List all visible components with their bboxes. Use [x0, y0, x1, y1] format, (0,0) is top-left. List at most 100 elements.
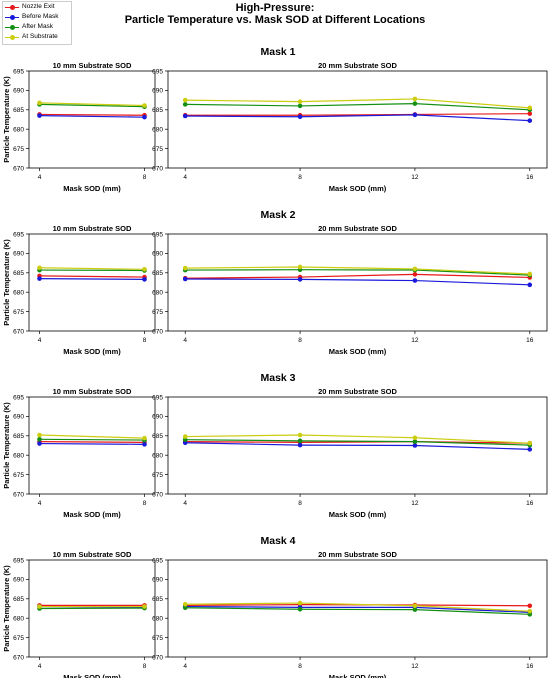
plot-frame [167, 233, 548, 332]
y-axis-label: Particle Temperature (K) [2, 565, 11, 652]
data-point-before-mask [182, 113, 188, 119]
data-point-at-substrate [182, 601, 188, 607]
data-point-at-substrate [142, 103, 147, 108]
y-axis-label: Particle Temperature (K) [2, 76, 11, 163]
x-tick-label: 4 [38, 174, 42, 181]
series-line-at-substrate [185, 98, 530, 109]
x-tick-label: 4 [183, 663, 187, 670]
data-point-at-substrate [182, 97, 188, 103]
y-tick-label: 690 [152, 414, 163, 421]
data-point-nozzle-exit [527, 603, 533, 609]
data-point-at-substrate [297, 264, 303, 270]
y-tick-label: 675 [152, 309, 163, 316]
data-point-after-mask [297, 606, 303, 612]
data-point-at-substrate [297, 432, 303, 438]
series-line-at-substrate [185, 266, 530, 275]
data-point-nozzle-exit [527, 111, 533, 116]
plot-frame [167, 396, 548, 495]
series-line-at-substrate [39, 102, 145, 107]
data-point-after-mask [182, 102, 188, 107]
series-line-nozzle-exit [39, 275, 145, 278]
y-tick-label: 680 [152, 127, 163, 134]
plot-frame [28, 233, 156, 332]
series-line-before-mask [185, 442, 530, 450]
data-point-after-mask [412, 607, 418, 612]
legend-swatch [5, 22, 19, 32]
y-tick-label: 685 [13, 270, 24, 277]
y-tick-label: 680 [13, 616, 24, 623]
subplot-title: 10 mm Substrate SOD [53, 61, 132, 70]
data-point-at-substrate [37, 432, 42, 438]
legend-item-nozzle-exit: Nozzle Exit [3, 2, 71, 12]
x-tick-label: 16 [526, 337, 534, 344]
x-tick-label: 12 [411, 663, 419, 670]
x-axis-label: Mask SOD (mm) [329, 510, 387, 519]
y-tick-label: 685 [13, 433, 24, 440]
y-tick-label: 670 [13, 491, 24, 498]
x-tick-label: 8 [143, 337, 147, 344]
plot-frame [28, 70, 156, 169]
y-tick-label: 695 [152, 231, 163, 238]
data-point-after-mask [297, 103, 303, 109]
y-tick-label: 690 [152, 577, 163, 584]
data-point-before-mask [142, 277, 147, 282]
chart-mask-4-10-mm-substrate-sod: 10 mm Substrate SOD 670 675 680 685 690 695 4 8 M… [2, 550, 156, 678]
data-point-at-substrate [527, 271, 533, 277]
y-tick-label: 670 [13, 165, 24, 172]
subplot-title: 20 mm Substrate SOD [318, 224, 397, 233]
legend-item-at-substrate: At Substrate [3, 32, 71, 42]
figure-title-line1: High-Pressure: [235, 2, 315, 14]
figure-title: High-Pressure: Particle Temperature vs. … [0, 2, 550, 26]
series-line-after-mask [39, 438, 145, 441]
y-tick-label: 695 [152, 557, 163, 564]
chart-mask-1-20-mm-substrate-sod: 20 mm Substrate SOD 670 675 680 685 690 695 4 8 1… [152, 61, 548, 193]
plot-frame [28, 396, 156, 495]
x-tick-label: 4 [38, 500, 42, 507]
data-point-at-substrate [297, 600, 303, 606]
x-tick-label: 4 [183, 174, 187, 181]
y-tick-label: 670 [13, 654, 24, 661]
y-tick-label: 670 [152, 328, 163, 335]
y-tick-label: 675 [13, 146, 24, 153]
y-tick-label: 680 [13, 290, 24, 297]
y-axis-label: Particle Temperature (K) [2, 239, 11, 326]
data-point-at-substrate [412, 96, 418, 102]
legend-label: Before Mask [22, 13, 59, 20]
legend-label: After Mask [22, 23, 54, 30]
x-tick-label: 16 [526, 663, 534, 670]
y-tick-label: 695 [13, 68, 24, 75]
row-title-mask-3: Mask 3 [260, 372, 295, 384]
data-point-before-mask [142, 114, 147, 120]
x-axis-label: Mask SOD (mm) [329, 184, 387, 193]
chart-mask-1-10-mm-substrate-sod: 10 mm Substrate SOD 670 675 680 685 690 695 4 8 M… [2, 61, 156, 193]
data-point-before-mask [412, 278, 418, 283]
x-tick-label: 4 [38, 337, 42, 344]
data-point-before-mask [527, 282, 533, 288]
plot-frame [167, 559, 548, 658]
series-line-before-mask [185, 278, 530, 286]
subplot-title: 20 mm Substrate SOD [318, 61, 397, 70]
series-line-before-mask [39, 442, 145, 445]
y-tick-label: 695 [13, 557, 24, 564]
data-point-before-mask [297, 442, 303, 448]
x-tick-label: 12 [411, 500, 419, 507]
y-tick-label: 695 [152, 394, 163, 401]
data-point-after-mask [412, 439, 418, 444]
data-point-at-substrate [142, 267, 147, 272]
x-tick-label: 8 [298, 174, 302, 181]
data-point-at-substrate [412, 266, 418, 272]
row-title-mask-1: Mask 1 [260, 46, 295, 58]
data-point-after-mask [297, 438, 303, 444]
x-axis-label: Mask SOD (mm) [63, 184, 121, 193]
y-tick-label: 695 [152, 68, 163, 75]
data-point-before-mask [412, 443, 418, 448]
data-point-before-mask [37, 113, 42, 118]
x-tick-label: 4 [183, 337, 187, 344]
legend-swatch [5, 12, 19, 22]
row-title-mask-2: Mask 2 [260, 209, 295, 221]
legend-item-after-mask: After Mask [3, 22, 71, 32]
y-tick-label: 680 [152, 616, 163, 623]
data-point-at-substrate [37, 604, 42, 609]
x-axis-label: Mask SOD (mm) [63, 510, 121, 519]
series-line-after-mask [185, 439, 530, 446]
